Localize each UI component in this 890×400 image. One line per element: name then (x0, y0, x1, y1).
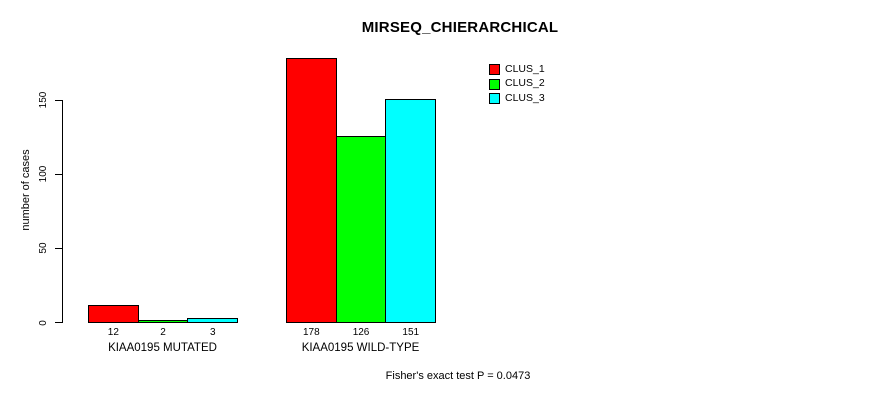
legend-entry-clus2: CLUS_2 (489, 78, 545, 90)
legend-swatch-green (489, 78, 500, 90)
legend-swatch-red (489, 64, 500, 76)
bar-value-label: 178 (303, 327, 320, 338)
legend: CLUS_1 CLUS_2 CLUS_3 (489, 63, 545, 107)
y-axis-line (62, 99, 63, 323)
bar-value-label: 126 (352, 327, 370, 338)
bar-clus_1-group1 (286, 58, 337, 324)
legend-entry-clus1: CLUS_1 (489, 63, 545, 76)
legend-label: CLUS_1 (505, 63, 545, 75)
category-label-mutated: KIAA0195 MUTATED (108, 342, 217, 354)
bar-clus_2-group0 (137, 319, 189, 324)
bar-clus_3-group1 (385, 98, 437, 324)
y-tick-mark (55, 322, 63, 323)
bar-clus_3-group0 (187, 318, 239, 324)
bar-value-label: 2 (160, 327, 166, 338)
y-tick-mark (55, 173, 63, 175)
legend-entry-clus3: CLUS_3 (489, 91, 545, 105)
category-label-wildtype: KIAA0195 WILD-TYPE (301, 342, 420, 354)
y-tick-label: 0 (38, 319, 49, 326)
y-tick-label: 50 (38, 242, 49, 254)
footnote: Fisher's exact test P = 0.0473 (385, 370, 531, 382)
legend-label: CLUS_2 (505, 77, 545, 90)
bar-clus_2-group1 (335, 135, 387, 324)
bar-value-label: 151 (402, 327, 420, 338)
y-axis-label: number of cases (20, 149, 32, 231)
y-tick-mark (55, 247, 63, 249)
y-tick-label: 100 (38, 165, 49, 183)
chart-title: MIRSEQ_CHIERARCHICAL (361, 19, 559, 36)
y-tick-mark (55, 99, 63, 101)
bar-value-label: 12 (107, 327, 119, 338)
y-tick-label: 150 (38, 91, 49, 109)
legend-label: CLUS_3 (505, 91, 545, 104)
legend-swatch-cyan (489, 92, 500, 104)
bar-clus_1-group0 (88, 304, 139, 324)
bar-value-label: 3 (209, 327, 216, 338)
